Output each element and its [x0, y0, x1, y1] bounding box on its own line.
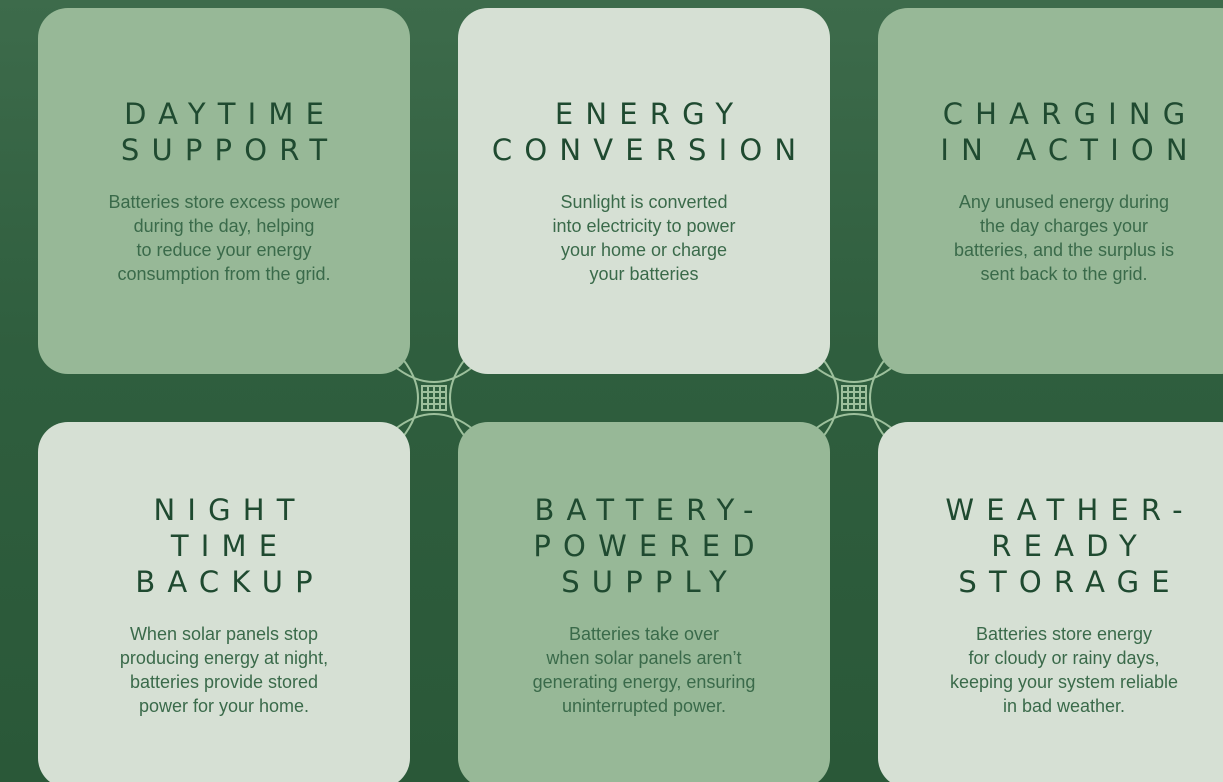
- body-line: during the day, helping: [108, 214, 339, 238]
- title-line: BATTERY-: [533, 492, 766, 528]
- body-line: consumption from the grid.: [108, 262, 339, 286]
- title-line: POWERED: [533, 528, 766, 564]
- infographic: DAYTIMESUPPORT Batteries store excess pow…: [0, 0, 1223, 782]
- title-line: BACKUP: [135, 564, 325, 600]
- title-line: TIME: [135, 528, 325, 564]
- body-line: Any unused energy during: [954, 190, 1174, 214]
- body-line: sent back to the grid.: [954, 262, 1174, 286]
- title-line: NIGHT: [135, 492, 325, 528]
- connector-ornament: [394, 358, 474, 438]
- body-line: power for your home.: [120, 694, 328, 718]
- connector-ornament: [814, 358, 894, 438]
- title-line: WEATHER-: [945, 492, 1194, 528]
- body-line: keeping your system reliable: [950, 670, 1178, 694]
- body-line: for cloudy or rainy days,: [950, 646, 1178, 670]
- body-line: your home or charge: [552, 238, 735, 262]
- title-line: IN ACTION: [940, 132, 1199, 168]
- title-line: CHARGING: [940, 96, 1199, 132]
- title-line: ENERGY: [492, 96, 808, 132]
- title-line: READY: [945, 528, 1194, 564]
- body-line: to reduce your energy: [108, 238, 339, 262]
- body-line: Batteries take over: [533, 622, 756, 646]
- title-line: SUPPLY: [533, 564, 766, 600]
- body-line: generating energy, ensuring: [533, 670, 756, 694]
- body-line: Batteries store energy: [950, 622, 1178, 646]
- body-line: your batteries: [552, 262, 735, 286]
- body-line: batteries provide stored: [120, 670, 328, 694]
- title-line: SUPPORT: [121, 132, 339, 168]
- body-line: Sunlight is converted: [552, 190, 735, 214]
- body-line: When solar panels stop: [120, 622, 328, 646]
- body-line: Batteries store excess power: [108, 190, 339, 214]
- body-line: uninterrupted power.: [533, 694, 756, 718]
- title-line: CONVERSION: [492, 132, 808, 168]
- body-line: batteries, and the surplus is: [954, 238, 1174, 262]
- body-line: in bad weather.: [950, 694, 1178, 718]
- body-line: into electricity to power: [552, 214, 735, 238]
- title-line: STORAGE: [945, 564, 1194, 600]
- title-line: DAYTIME: [121, 96, 339, 132]
- body-line: the day charges your: [954, 214, 1174, 238]
- body-line: producing energy at night,: [120, 646, 328, 670]
- body-line: when solar panels aren’t: [533, 646, 756, 670]
